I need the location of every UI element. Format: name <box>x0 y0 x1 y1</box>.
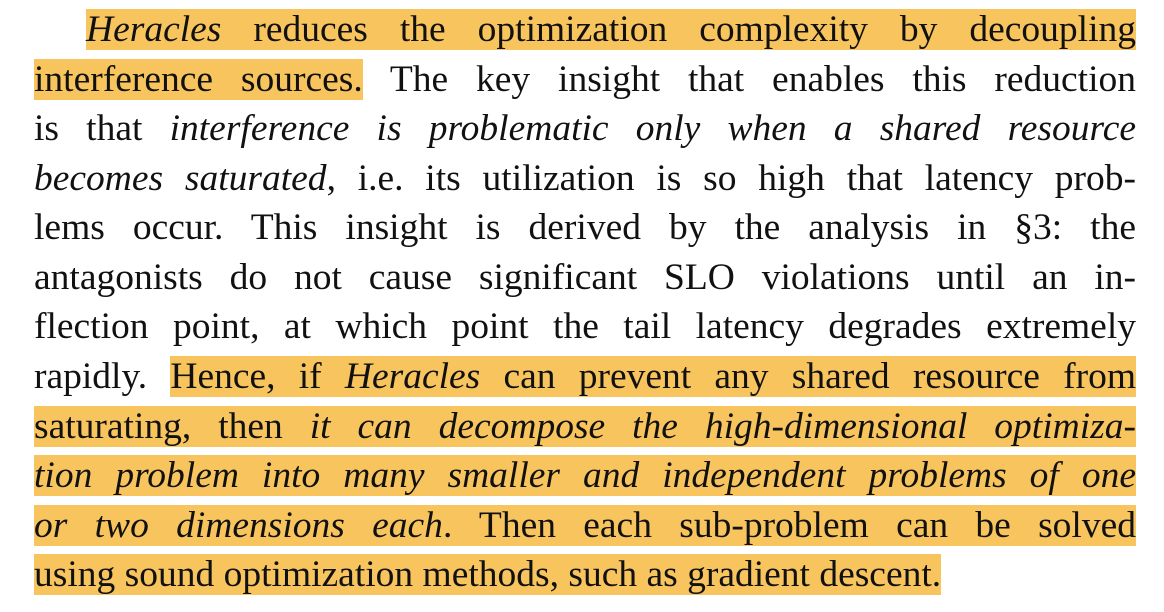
text-line-4: becomes saturated, i.e. its utilization … <box>34 154 1136 204</box>
highlighted-text-segment: it can decompose the high-dimensional op… <box>309 406 1136 447</box>
text-segment: becomes saturated <box>34 158 327 199</box>
highlighted-text-segment: or two dimensions each <box>34 505 443 546</box>
highlighted-text-segment: can prevent any shared resource from <box>480 356 1136 397</box>
highlighted-text-segment: reduces the optimization complexity by d… <box>221 9 1136 50</box>
text-line-11: or two dimensions each. Then each sub-pr… <box>34 501 1136 551</box>
text-segment: flection point, at which point the tail … <box>34 306 1136 347</box>
highlighted-text-segment: interference sources. <box>34 59 363 100</box>
text-segment: , i.e. its utilization is so high that l… <box>326 158 1137 199</box>
text-line-10: tion problem into many smaller and indep… <box>34 451 1136 501</box>
text-segment: antagonists do not cause significant SLO… <box>34 257 1136 298</box>
text-line-6: antagonists do not cause significant SLO… <box>34 253 1136 303</box>
text-line-3: is that interference is problematic only… <box>34 104 1136 154</box>
text-line-1: Heracles reduces the optimization comple… <box>34 5 1136 55</box>
highlighted-text-segment: using sound optimization methods, such a… <box>34 554 942 595</box>
text-line-8: rapidly. Hence, if Heracles can prevent … <box>34 352 1136 402</box>
text-line-2: interference sources. The key insight th… <box>34 55 1136 105</box>
text-segment: The key insight that enables this reduct… <box>362 59 1136 100</box>
text-line-9: saturating, then it can decompose the hi… <box>34 402 1136 452</box>
highlighted-text-segment: tion problem into many smaller and indep… <box>34 455 1136 496</box>
highlighted-text-segment: Hence, if <box>170 356 345 397</box>
text-segment: is that <box>34 108 170 149</box>
text-line-5: lems occur. This insight is derived by t… <box>34 203 1136 253</box>
highlighted-text-segment: . Then each sub-problem can be solved <box>442 505 1136 546</box>
highlighted-text-segment: Heracles <box>86 9 222 50</box>
text-line-12: using sound optimization methods, such a… <box>34 550 942 600</box>
highlighted-text-segment: saturating, then <box>34 406 310 447</box>
text-segment: rapidly. <box>34 356 171 397</box>
highlighted-text-segment: Heracles <box>344 356 481 397</box>
text-segment: interference is problematic only when a … <box>169 108 1136 149</box>
text-line-7: flection point, at which point the tail … <box>34 302 1136 352</box>
text-segment: lems occur. This insight is derived by t… <box>34 207 1136 248</box>
